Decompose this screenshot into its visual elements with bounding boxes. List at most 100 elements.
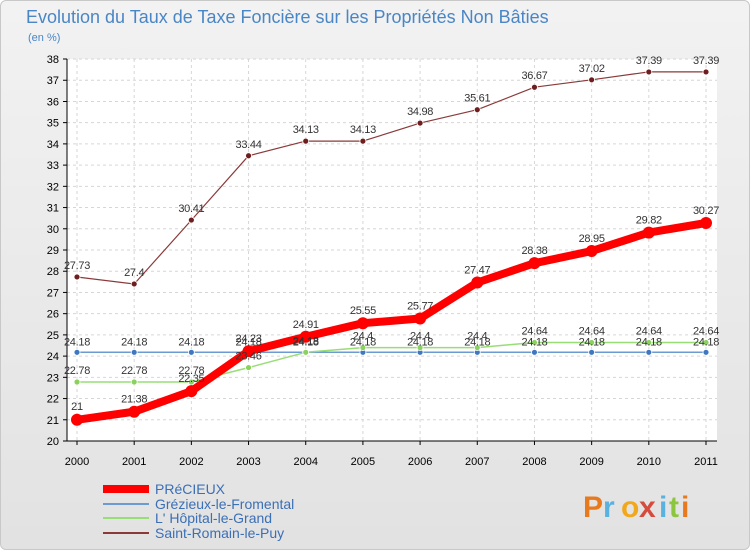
logo-letter: x <box>639 491 656 524</box>
data-label: 25.55 <box>350 305 376 317</box>
data-label: 24.64 <box>636 326 662 338</box>
series-point-3 <box>416 119 424 127</box>
data-label: 24.18 <box>293 336 319 348</box>
data-label: 37.02 <box>579 63 605 75</box>
series-point-2 <box>302 348 310 356</box>
x-tick-label: 2005 <box>351 456 375 468</box>
series-point-0 <box>414 312 427 325</box>
series-point-3 <box>473 106 481 114</box>
data-label: 37.39 <box>693 55 719 67</box>
series-point-0 <box>242 345 255 358</box>
series-point-2 <box>416 344 424 352</box>
series-point-0 <box>71 413 83 426</box>
series-point-0 <box>299 330 312 343</box>
y-tick-label: 24 <box>47 351 59 363</box>
y-tick-label: 31 <box>47 203 59 215</box>
series-point-0 <box>128 405 141 418</box>
chart-title: Evolution du Taux de Taxe Foncière sur l… <box>26 7 549 27</box>
x-tick-label: 2002 <box>179 456 203 468</box>
data-label: 24.18 <box>579 336 605 348</box>
series-line-2 <box>77 341 706 383</box>
data-label: 21.38 <box>121 394 147 406</box>
logo-letter: i <box>659 491 667 524</box>
plot-area: 20 21 22 23 24 25 26 27 28 29 30 31 32 33 34 35 36 37 38 20… <box>47 54 720 468</box>
data-label: 24.18 <box>64 336 90 348</box>
data-label: 24.18 <box>178 336 204 348</box>
data-label: 37.39 <box>636 55 662 67</box>
series-point-2 <box>702 339 710 346</box>
series-point-3 <box>588 76 596 84</box>
data-label: 24.18 <box>521 336 547 348</box>
series-point-1 <box>645 348 653 356</box>
x-tick-label: 2011 <box>694 456 718 468</box>
y-tick-label: 20 <box>47 436 59 448</box>
y-tick-label: 38 <box>47 54 59 66</box>
y-tick-label: 26 <box>47 309 59 321</box>
data-label: 24.91 <box>293 319 319 331</box>
data-label: 34.13 <box>293 124 319 136</box>
data-label: 30.27 <box>693 205 719 217</box>
series-point-0 <box>528 257 541 270</box>
data-label: 36.67 <box>521 70 547 82</box>
logo-letter: r <box>603 491 615 524</box>
series-point-2 <box>588 339 596 346</box>
series-line-3 <box>76 71 706 285</box>
data-label: 34.13 <box>350 124 376 136</box>
x-tick-label: 2001 <box>122 456 146 468</box>
data-label: 24.18 <box>464 336 490 348</box>
series-point-1 <box>531 348 538 356</box>
data-label: 24.64 <box>693 326 719 338</box>
data-label: 27.47 <box>464 264 490 276</box>
series-point-2 <box>245 364 252 371</box>
data-label: 24.18 <box>236 336 262 348</box>
data-label: 24.18 <box>350 336 376 348</box>
y-tick-label: 35 <box>47 118 59 130</box>
x-tick-label: 2008 <box>522 456 546 468</box>
series-point-0 <box>185 385 198 398</box>
legend-label: L' Hôpital-le-Grand <box>155 510 272 526</box>
y-tick-label: 22 <box>47 394 59 406</box>
legend-label: Saint-Romain-le-Puy <box>155 525 284 541</box>
data-label: 27.73 <box>64 260 90 272</box>
series-point-3 <box>187 216 195 224</box>
legend-label: Grézieux-le-Fromental <box>155 496 294 512</box>
data-label: 29.82 <box>636 215 662 227</box>
y-axis-unit: (en %) <box>28 32 60 44</box>
y-tick-label: 25 <box>47 330 59 342</box>
data-label: 34.98 <box>407 106 433 118</box>
data-label: 25.77 <box>407 301 433 313</box>
series-point-1 <box>73 348 81 356</box>
data-label: 24.18 <box>293 335 319 347</box>
data-label: 28.38 <box>521 245 547 257</box>
series-point-2 <box>531 339 538 346</box>
x-tick-label: 2007 <box>465 456 489 468</box>
x-tick-label: 2010 <box>637 456 661 468</box>
series-point-0 <box>642 226 655 239</box>
logo-letter: t <box>669 491 679 524</box>
series-point-3 <box>302 137 310 145</box>
y-tick-label: 29 <box>47 245 59 257</box>
data-label: 28.95 <box>579 233 605 245</box>
logo-letter: o <box>621 491 639 524</box>
x-tick-label: 2006 <box>408 456 432 468</box>
x-tick-label: 2003 <box>236 456 260 468</box>
data-label: 22.78 <box>64 365 90 377</box>
data-label: 24.18 <box>636 336 662 348</box>
series-point-2 <box>645 339 653 346</box>
data-label: 33.44 <box>236 139 262 151</box>
series-point-1 <box>588 348 596 356</box>
data-label: 22.78 <box>178 365 204 377</box>
series-point-3 <box>645 68 653 76</box>
x-tick-label: 2009 <box>579 456 603 468</box>
series-point-1 <box>702 348 710 356</box>
data-label: 24.64 <box>579 326 605 338</box>
series-point-3 <box>130 280 138 288</box>
data-label: 35.61 <box>464 93 490 105</box>
y-tick-label: 21 <box>47 415 59 427</box>
data-label: 21 <box>71 401 83 413</box>
series-point-2 <box>473 344 481 352</box>
series-point-0 <box>471 276 484 289</box>
